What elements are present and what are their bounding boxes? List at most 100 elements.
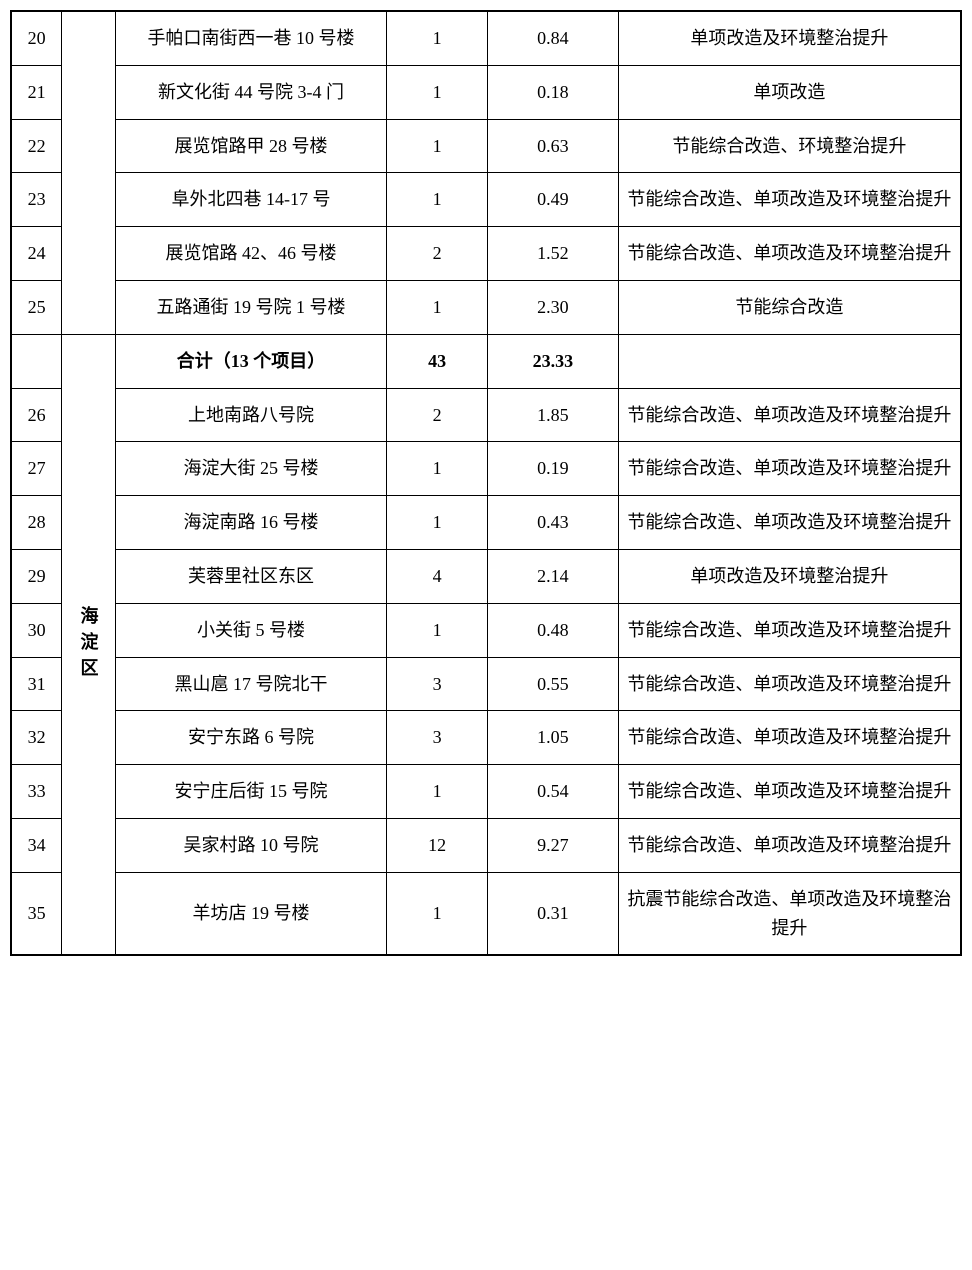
building-count: 4 — [387, 549, 488, 603]
building-count: 12 — [387, 818, 488, 872]
area-value: 1.05 — [487, 711, 618, 765]
project-name: 展览馆路甲 28 号楼 — [115, 119, 387, 173]
district-label: 海淀区 — [70, 606, 106, 684]
building-count: 1 — [387, 280, 488, 334]
area-value: 0.19 — [487, 442, 618, 496]
row-index: 29 — [12, 549, 62, 603]
renovation-type: 节能综合改造、单项改造及环境整治提升 — [618, 227, 960, 281]
district-cell-xicheng — [62, 12, 115, 335]
project-name: 羊坊店 19 号楼 — [115, 872, 387, 955]
row-index: 32 — [12, 711, 62, 765]
project-name: 吴家村路 10 号院 — [115, 818, 387, 872]
building-count: 3 — [387, 711, 488, 765]
subtotal-area: 23.33 — [487, 334, 618, 388]
project-name: 阜外北四巷 14-17 号 — [115, 173, 387, 227]
table-row: 25 五路通街 19 号院 1 号楼 1 2.30 节能综合改造 — [12, 280, 961, 334]
building-count: 1 — [387, 496, 488, 550]
building-count: 1 — [387, 765, 488, 819]
building-count: 3 — [387, 657, 488, 711]
row-index: 23 — [12, 173, 62, 227]
row-index: 34 — [12, 818, 62, 872]
renovation-type: 单项改造及环境整治提升 — [618, 12, 960, 66]
project-name: 安宁东路 6 号院 — [115, 711, 387, 765]
area-value: 0.54 — [487, 765, 618, 819]
area-value: 2.30 — [487, 280, 618, 334]
table-body: 20 手帕口南街西一巷 10 号楼 1 0.84 单项改造及环境整治提升 21 … — [12, 12, 961, 955]
renovation-type: 节能综合改造、环境整治提升 — [618, 119, 960, 173]
table-row: 30 小关街 5 号楼 1 0.48 节能综合改造、单项改造及环境整治提升 — [12, 603, 961, 657]
renovation-type: 节能综合改造 — [618, 280, 960, 334]
project-name: 芙蓉里社区东区 — [115, 549, 387, 603]
area-value: 0.84 — [487, 12, 618, 66]
renovation-type: 节能综合改造、单项改造及环境整治提升 — [618, 657, 960, 711]
project-name: 展览馆路 42、46 号楼 — [115, 227, 387, 281]
area-value: 2.14 — [487, 549, 618, 603]
table-row: 35 羊坊店 19 号楼 1 0.31 抗震节能综合改造、单项改造及环境整治提升 — [12, 872, 961, 955]
project-name: 小关街 5 号楼 — [115, 603, 387, 657]
renovation-type: 节能综合改造、单项改造及环境整治提升 — [618, 818, 960, 872]
project-table-container: 20 手帕口南街西一巷 10 号楼 1 0.84 单项改造及环境整治提升 21 … — [10, 10, 962, 956]
project-table: 20 手帕口南街西一巷 10 号楼 1 0.84 单项改造及环境整治提升 21 … — [11, 11, 961, 955]
area-value: 0.18 — [487, 65, 618, 119]
renovation-type: 节能综合改造、单项改造及环境整治提升 — [618, 603, 960, 657]
renovation-type: 单项改造 — [618, 65, 960, 119]
project-name: 新文化街 44 号院 3-4 门 — [115, 65, 387, 119]
area-value: 0.49 — [487, 173, 618, 227]
table-row: 31 黑山扈 17 号院北干 3 0.55 节能综合改造、单项改造及环境整治提升 — [12, 657, 961, 711]
row-index: 27 — [12, 442, 62, 496]
area-value: 1.52 — [487, 227, 618, 281]
table-row: 23 阜外北四巷 14-17 号 1 0.49 节能综合改造、单项改造及环境整治… — [12, 173, 961, 227]
table-row: 34 吴家村路 10 号院 12 9.27 节能综合改造、单项改造及环境整治提升 — [12, 818, 961, 872]
row-index: 22 — [12, 119, 62, 173]
row-index: 21 — [12, 65, 62, 119]
area-value: 0.43 — [487, 496, 618, 550]
building-count: 1 — [387, 872, 488, 955]
renovation-type: 节能综合改造、单项改造及环境整治提升 — [618, 496, 960, 550]
renovation-type: 节能综合改造、单项改造及环境整治提升 — [618, 765, 960, 819]
renovation-type: 节能综合改造、单项改造及环境整治提升 — [618, 388, 960, 442]
building-count: 1 — [387, 119, 488, 173]
subtotal-type — [618, 334, 960, 388]
row-index: 20 — [12, 12, 62, 66]
table-row: 28 海淀南路 16 号楼 1 0.43 节能综合改造、单项改造及环境整治提升 — [12, 496, 961, 550]
subtotal-name: 合计（13 个项目） — [115, 334, 387, 388]
building-count: 2 — [387, 388, 488, 442]
building-count: 1 — [387, 65, 488, 119]
renovation-type: 节能综合改造、单项改造及环境整治提升 — [618, 711, 960, 765]
renovation-type: 节能综合改造、单项改造及环境整治提升 — [618, 442, 960, 496]
row-index: 28 — [12, 496, 62, 550]
area-value: 9.27 — [487, 818, 618, 872]
project-name: 上地南路八号院 — [115, 388, 387, 442]
project-name: 黑山扈 17 号院北干 — [115, 657, 387, 711]
table-row: 21 新文化街 44 号院 3-4 门 1 0.18 单项改造 — [12, 65, 961, 119]
project-name: 安宁庄后街 15 号院 — [115, 765, 387, 819]
row-index: 33 — [12, 765, 62, 819]
row-index: 24 — [12, 227, 62, 281]
table-row: 20 手帕口南街西一巷 10 号楼 1 0.84 单项改造及环境整治提升 — [12, 12, 961, 66]
project-name: 手帕口南街西一巷 10 号楼 — [115, 12, 387, 66]
row-index: 30 — [12, 603, 62, 657]
table-row: 27 海淀大街 25 号楼 1 0.19 节能综合改造、单项改造及环境整治提升 — [12, 442, 961, 496]
project-name: 五路通街 19 号院 1 号楼 — [115, 280, 387, 334]
row-index: 26 — [12, 388, 62, 442]
subtotal-row: 海淀区 合计（13 个项目） 43 23.33 — [12, 334, 961, 388]
row-index: 35 — [12, 872, 62, 955]
table-row: 22 展览馆路甲 28 号楼 1 0.63 节能综合改造、环境整治提升 — [12, 119, 961, 173]
table-row: 29 芙蓉里社区东区 4 2.14 单项改造及环境整治提升 — [12, 549, 961, 603]
district-cell-haidian: 海淀区 — [62, 334, 115, 955]
row-index: 31 — [12, 657, 62, 711]
building-count: 2 — [387, 227, 488, 281]
subtotal-index — [12, 334, 62, 388]
renovation-type: 节能综合改造、单项改造及环境整治提升 — [618, 173, 960, 227]
subtotal-count: 43 — [387, 334, 488, 388]
renovation-type: 抗震节能综合改造、单项改造及环境整治提升 — [618, 872, 960, 955]
area-value: 0.63 — [487, 119, 618, 173]
building-count: 1 — [387, 442, 488, 496]
table-row: 26 上地南路八号院 2 1.85 节能综合改造、单项改造及环境整治提升 — [12, 388, 961, 442]
building-count: 1 — [387, 173, 488, 227]
area-value: 0.31 — [487, 872, 618, 955]
row-index: 25 — [12, 280, 62, 334]
area-value: 1.85 — [487, 388, 618, 442]
project-name: 海淀大街 25 号楼 — [115, 442, 387, 496]
table-row: 33 安宁庄后街 15 号院 1 0.54 节能综合改造、单项改造及环境整治提升 — [12, 765, 961, 819]
